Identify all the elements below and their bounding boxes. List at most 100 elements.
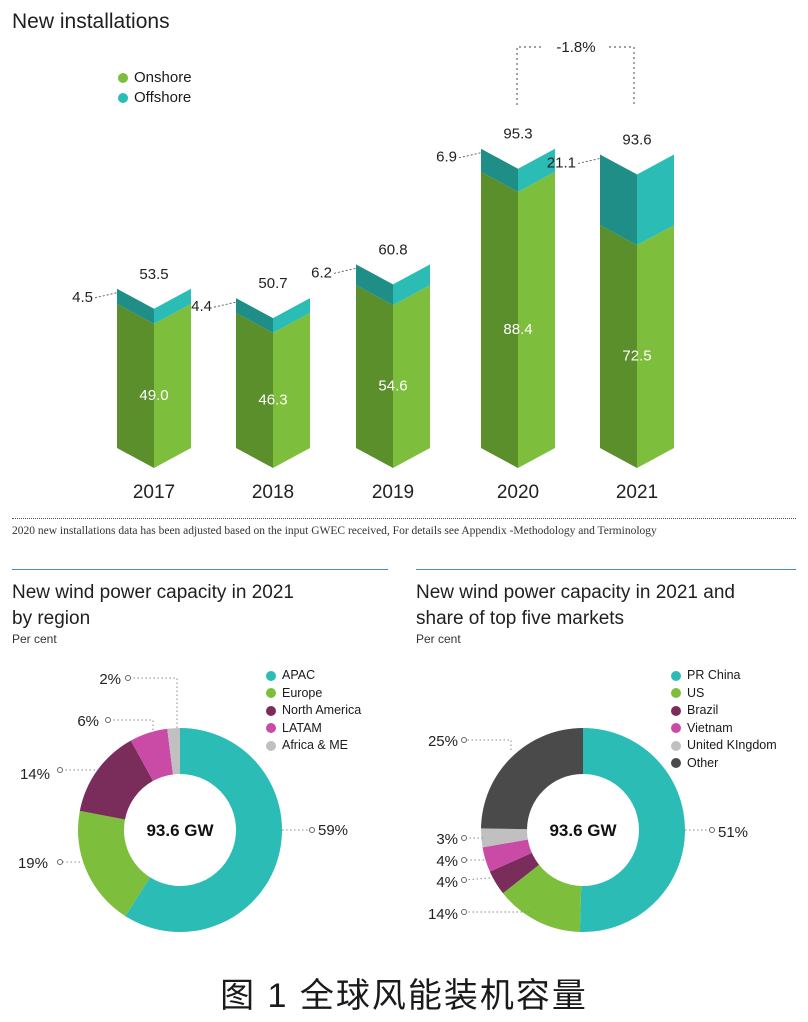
left-legend-swatch-africa-me bbox=[266, 740, 276, 751]
leader-line-brazil bbox=[463, 877, 491, 881]
leader-dot-us bbox=[461, 909, 467, 915]
value-label-africa-me: 2% bbox=[99, 671, 121, 688]
value-label-brazil: 4% bbox=[436, 874, 458, 891]
bar-2019: 54.6 60.8 6.2 2019 bbox=[311, 241, 430, 503]
donut-slice-apac bbox=[125, 728, 282, 932]
right-legend-swatch-vietnam bbox=[671, 723, 681, 734]
leader-dot-north-america bbox=[57, 767, 63, 773]
right-legend-item-us: US bbox=[671, 685, 777, 703]
value-label-apac: 59% bbox=[318, 822, 348, 839]
right-legend-item-brazil: Brazil bbox=[671, 702, 777, 720]
value-label-us: 14% bbox=[428, 906, 458, 923]
onshore-bar-2018 bbox=[273, 312, 310, 468]
bar-2020: 88.4 95.3 6.9 2020 bbox=[436, 126, 555, 503]
left-legend-swatch-north-america bbox=[266, 705, 276, 716]
offshore-leader-2021 bbox=[577, 157, 601, 164]
onshore-value-label-2019: 54.6 bbox=[378, 378, 407, 395]
right-donut-legend: PR China US Brazil Vietnam United KIngdom Oth… bbox=[671, 667, 777, 772]
value-label-vietnam: 4% bbox=[436, 853, 458, 870]
left-legend-swatch-europe bbox=[266, 688, 276, 699]
right-legend-swatch-other bbox=[671, 758, 681, 769]
donut-slice-other bbox=[481, 728, 583, 830]
value-label-united-kingdom: 3% bbox=[436, 831, 458, 848]
change-annotation: -1.8% bbox=[516, 39, 635, 105]
legend-swatch-onshore bbox=[118, 73, 128, 83]
leader-dot-apac bbox=[309, 827, 315, 833]
onshore-bar-2019-side bbox=[356, 285, 393, 468]
right-legend-swatch-us bbox=[671, 688, 681, 699]
left-legend-item-africa-me: Africa & ME bbox=[266, 737, 361, 755]
offshore-leader-2020 bbox=[458, 152, 482, 159]
right-legend-label-us: US bbox=[687, 685, 705, 700]
left-donut-heading: New wind power capacity in 2021 by regio… bbox=[12, 580, 294, 646]
left-section-rule bbox=[12, 569, 388, 570]
right-donut-title-line1: New wind power capacity in 2021 and bbox=[416, 582, 735, 603]
left-legend-label-apac: APAC bbox=[282, 668, 316, 682]
value-label-north-america: 14% bbox=[20, 766, 50, 783]
legend-item-offshore: Offshore bbox=[118, 88, 192, 108]
right-legend-label-brazil: Brazil bbox=[687, 703, 719, 717]
onshore-bar-2018-side bbox=[236, 312, 273, 468]
right-legend-label-other: Other bbox=[687, 755, 719, 770]
leader-dot-latam bbox=[105, 717, 111, 723]
donut-slice-africa-me bbox=[167, 728, 180, 775]
offshore-leader-2019 bbox=[333, 267, 357, 274]
right-legend-swatch-united-kingdom bbox=[671, 740, 681, 751]
footnote-divider bbox=[12, 518, 796, 519]
left-legend-item-apac: APAC bbox=[266, 667, 361, 685]
bar-2021: 72.5 93.6 21.1 2021 bbox=[547, 131, 674, 503]
left-legend-label-africa-me: Africa & ME bbox=[282, 738, 348, 752]
right-section-rule bbox=[416, 569, 796, 570]
right-legend-item-united-kingdom: United KIngdom bbox=[671, 737, 777, 755]
offshore-bar-2020 bbox=[518, 148, 555, 192]
left-donut-subtitle: Per cent bbox=[12, 632, 57, 646]
offshore-leader-2017 bbox=[94, 292, 118, 299]
leader-dot-brazil bbox=[461, 877, 467, 883]
onshore-bar-2020-side bbox=[481, 171, 518, 469]
onshore-bar-2021-side bbox=[600, 225, 637, 468]
leader-dot-pr-china bbox=[709, 827, 715, 833]
left-legend-label-north-america: North America bbox=[282, 703, 362, 717]
left-legend-swatch-latam bbox=[266, 723, 276, 734]
leader-dot-other bbox=[461, 737, 467, 743]
left-donut-title-line2: by region bbox=[12, 608, 91, 629]
onshore-value-label-2020: 88.4 bbox=[503, 321, 532, 338]
onshore-bar-2019 bbox=[393, 285, 430, 468]
x-tick-label-2020: 2020 bbox=[497, 482, 539, 503]
leader-dot-united-kingdom bbox=[461, 835, 467, 841]
annotation-label: -1.8% bbox=[556, 39, 595, 56]
total-value-label-2019: 60.8 bbox=[378, 241, 407, 258]
bar-2018: 46.3 50.7 4.4 2018 bbox=[191, 275, 310, 503]
onshore-bar-2020 bbox=[518, 171, 555, 469]
offshore-value-label-2017: 4.5 bbox=[72, 289, 93, 306]
offshore-bar-2021-side bbox=[600, 154, 637, 246]
offshore-value-label-2018: 4.4 bbox=[191, 298, 212, 315]
legend-label-onshore: Onshore bbox=[134, 69, 192, 86]
total-value-label-2020: 95.3 bbox=[503, 126, 532, 143]
leader-line-latam bbox=[108, 719, 154, 734]
right-legend-swatch-brazil bbox=[671, 705, 681, 716]
offshore-bar-2019 bbox=[393, 264, 430, 306]
bars-layer: 49.0 53.5 4.5 2017 46.3 50.7 4.4 2018 54.6 60.8 6.… bbox=[72, 126, 674, 503]
offshore-leader-2018 bbox=[213, 301, 237, 308]
offshore-value-label-2019: 6.2 bbox=[311, 264, 332, 281]
right-legend-label-pr-china: PR China bbox=[687, 668, 741, 682]
left-legend-swatch-apac bbox=[266, 670, 276, 681]
donut-right: 51% 14% 4% 4% 3% 25% 93.6 GW bbox=[428, 728, 748, 932]
offshore-bar-2018-side bbox=[236, 298, 273, 333]
offshore-bar-2020-side bbox=[481, 148, 518, 192]
value-label-latam: 6% bbox=[77, 713, 99, 730]
bar-chart-legend: Onshore Offshore bbox=[118, 68, 192, 108]
leader-dot-africa-me bbox=[125, 675, 131, 681]
value-label-pr-china: 51% bbox=[718, 824, 748, 841]
right-legend-label-vietnam: Vietnam bbox=[687, 720, 733, 735]
right-legend-swatch-pr-china bbox=[671, 670, 681, 681]
offshore-bar-2021 bbox=[637, 154, 674, 246]
offshore-value-label-2021: 21.1 bbox=[547, 154, 576, 171]
left-legend-label-europe: Europe bbox=[282, 685, 323, 700]
left-donut-title-line1: New wind power capacity in 2021 bbox=[12, 582, 294, 603]
bar-chart: 49.0 53.5 4.5 2017 46.3 50.7 4.4 2018 54.6 60.8 6.… bbox=[72, 39, 674, 503]
legend-label-offshore: Offshore bbox=[134, 89, 192, 106]
left-donut-legend: APAC Europe North America LATAM Africa & ME bbox=[266, 667, 361, 755]
left-legend-label-latam: LATAM bbox=[282, 720, 322, 735]
